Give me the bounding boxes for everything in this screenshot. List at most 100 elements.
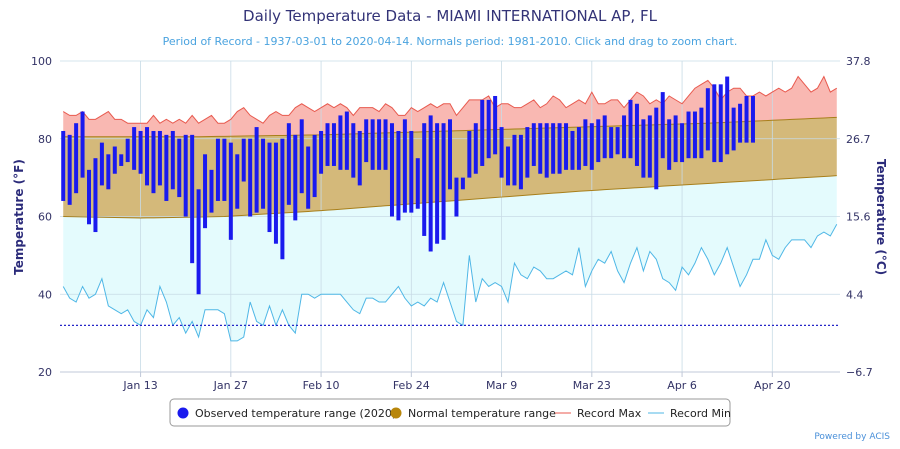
observed-bar[interactable] xyxy=(596,119,601,163)
observed-bar[interactable] xyxy=(331,123,336,166)
observed-bar[interactable] xyxy=(132,127,137,170)
observed-bar[interactable] xyxy=(667,119,672,170)
observed-bar[interactable] xyxy=(267,142,272,233)
observed-bar[interactable] xyxy=(235,154,240,209)
observed-bar[interactable] xyxy=(151,130,156,194)
legend-item-normal[interactable]: Normal temperature range xyxy=(390,407,557,420)
observed-bar[interactable] xyxy=(325,123,330,166)
observed-bar[interactable] xyxy=(351,123,356,178)
observed-bar[interactable] xyxy=(525,127,530,178)
observed-bar[interactable] xyxy=(718,84,723,163)
observed-bar[interactable] xyxy=(622,115,627,159)
observed-bar[interactable] xyxy=(344,111,349,170)
legend-item-observed[interactable]: Observed temperature range (2020) xyxy=(177,407,397,420)
observed-bar[interactable] xyxy=(589,123,594,170)
observed-bar[interactable] xyxy=(415,158,420,209)
observed-bar[interactable] xyxy=(299,119,304,194)
observed-bar[interactable] xyxy=(357,130,362,186)
observed-bar[interactable] xyxy=(254,127,259,213)
observed-bar[interactable] xyxy=(435,123,440,244)
observed-bar[interactable] xyxy=(615,127,620,155)
observed-bar[interactable] xyxy=(383,119,388,170)
observed-bar[interactable] xyxy=(125,138,130,163)
plot-area[interactable] xyxy=(60,60,840,373)
observed-bar[interactable] xyxy=(660,92,665,159)
observed-bar[interactable] xyxy=(441,123,446,240)
observed-bar[interactable] xyxy=(628,99,633,159)
observed-bar[interactable] xyxy=(80,111,85,178)
observed-bar[interactable] xyxy=(61,130,66,201)
observed-bar[interactable] xyxy=(699,107,704,159)
observed-bar[interactable] xyxy=(634,103,639,166)
observed-bar[interactable] xyxy=(67,134,72,205)
observed-bar[interactable] xyxy=(576,127,581,170)
observed-bar[interactable] xyxy=(396,130,401,221)
observed-bar[interactable] xyxy=(312,134,317,198)
observed-bar[interactable] xyxy=(609,127,614,159)
observed-bar[interactable] xyxy=(738,103,743,143)
observed-bar[interactable] xyxy=(564,123,569,170)
observed-bar[interactable] xyxy=(228,142,233,240)
observed-bar[interactable] xyxy=(306,146,311,209)
observed-bar[interactable] xyxy=(654,107,659,190)
observed-bar[interactable] xyxy=(692,111,697,159)
observed-bar[interactable] xyxy=(583,119,588,166)
observed-bar[interactable] xyxy=(157,130,162,186)
observed-bar[interactable] xyxy=(93,158,98,233)
observed-bar[interactable] xyxy=(467,130,472,178)
observed-bar[interactable] xyxy=(731,107,736,151)
observed-bar[interactable] xyxy=(370,119,375,170)
observed-bar[interactable] xyxy=(557,123,562,174)
observed-bar[interactable] xyxy=(377,119,382,170)
observed-bar[interactable] xyxy=(602,115,607,159)
observed-bar[interactable] xyxy=(518,134,523,190)
observed-bar[interactable] xyxy=(293,134,298,221)
observed-bar[interactable] xyxy=(712,84,717,163)
observed-bar[interactable] xyxy=(512,134,517,186)
observed-bar[interactable] xyxy=(473,123,478,174)
observed-bar[interactable] xyxy=(273,142,278,244)
observed-bar[interactable] xyxy=(428,115,433,252)
observed-bar[interactable] xyxy=(145,127,150,186)
observed-bar[interactable] xyxy=(138,130,143,174)
observed-bar[interactable] xyxy=(112,146,117,174)
observed-bar[interactable] xyxy=(641,119,646,178)
observed-bar[interactable] xyxy=(486,99,491,159)
observed-bar[interactable] xyxy=(170,130,175,190)
observed-bar[interactable] xyxy=(570,130,575,170)
observed-bar[interactable] xyxy=(480,99,485,166)
legend-item-record-min[interactable]: Record Min xyxy=(648,407,731,420)
observed-bar[interactable] xyxy=(215,138,220,201)
observed-bar[interactable] xyxy=(177,138,182,198)
observed-bar[interactable] xyxy=(280,138,285,260)
observed-bar[interactable] xyxy=(203,154,208,229)
observed-bar[interactable] xyxy=(389,123,394,217)
observed-bar[interactable] xyxy=(74,123,79,194)
observed-bar[interactable] xyxy=(99,142,104,186)
observed-bar[interactable] xyxy=(673,115,678,163)
observed-bar[interactable] xyxy=(499,127,504,178)
observed-bar[interactable] xyxy=(248,138,253,217)
observed-bar[interactable] xyxy=(183,134,188,217)
observed-bar[interactable] xyxy=(680,123,685,163)
observed-bar[interactable] xyxy=(338,115,343,170)
observed-bar[interactable] xyxy=(705,88,710,151)
observed-bar[interactable] xyxy=(119,154,124,166)
observed-bar[interactable] xyxy=(241,138,246,182)
observed-bar[interactable] xyxy=(493,95,498,155)
acis-credit-link[interactable]: Powered by ACIS xyxy=(814,432,890,442)
observed-bar[interactable] xyxy=(448,119,452,190)
observed-bar[interactable] xyxy=(725,76,730,155)
observed-bar[interactable] xyxy=(551,123,556,174)
observed-bar[interactable] xyxy=(190,134,195,264)
observed-bar[interactable] xyxy=(164,134,169,201)
observed-bar[interactable] xyxy=(286,123,291,205)
observed-bar[interactable] xyxy=(422,123,427,236)
observed-bar[interactable] xyxy=(106,154,111,190)
observed-bar[interactable] xyxy=(402,119,407,213)
observed-bar[interactable] xyxy=(454,177,459,217)
observed-bar[interactable] xyxy=(196,189,201,295)
observed-bar[interactable] xyxy=(87,169,92,225)
observed-bar[interactable] xyxy=(686,111,691,159)
